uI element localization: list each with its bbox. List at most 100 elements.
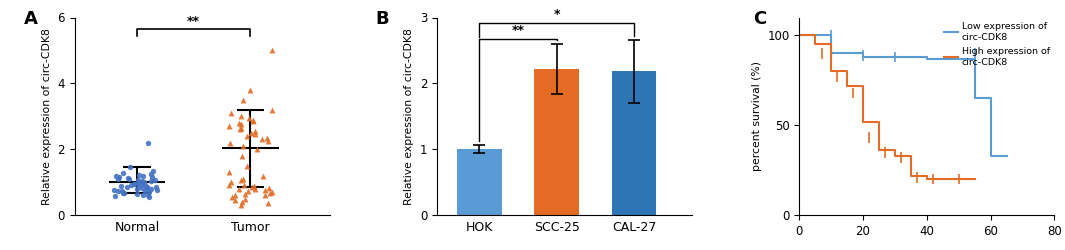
- Point: [244, 185, 261, 189]
- Point: [138, 185, 155, 189]
- Point: [233, 178, 250, 182]
- Point: [121, 165, 138, 169]
- Point: [134, 182, 151, 186]
- Point: [149, 188, 166, 192]
- Y-axis label: Relative expression of circ-CDK8: Relative expression of circ-CDK8: [42, 28, 52, 205]
- Point: [232, 114, 249, 118]
- Point: [113, 189, 130, 193]
- Point: [233, 154, 250, 158]
- Point: [130, 184, 147, 188]
- Point: [226, 192, 243, 196]
- Point: [106, 194, 124, 198]
- Point: [235, 183, 252, 187]
- Point: [145, 168, 162, 172]
- Point: [136, 183, 153, 187]
- Point: [242, 88, 259, 92]
- Point: [115, 171, 132, 175]
- Point: [234, 98, 251, 102]
- Point: [259, 136, 276, 140]
- Point: [119, 176, 136, 180]
- Point: [116, 191, 133, 195]
- Point: [246, 187, 263, 191]
- Point: [259, 202, 276, 205]
- Point: [129, 178, 146, 182]
- Point: [110, 189, 127, 193]
- Point: [122, 184, 140, 188]
- Text: B: B: [376, 10, 390, 28]
- Point: [143, 172, 160, 176]
- Point: [255, 174, 272, 178]
- Point: [135, 180, 152, 184]
- Bar: [611, 72, 656, 215]
- Point: [134, 193, 151, 197]
- Point: [141, 190, 158, 194]
- Point: [147, 178, 164, 182]
- Text: **: **: [187, 15, 200, 28]
- Y-axis label: Relative expression of circ-CDK8: Relative expression of circ-CDK8: [404, 28, 414, 205]
- Point: [257, 193, 274, 197]
- Point: [247, 132, 264, 136]
- Point: [133, 186, 150, 190]
- Y-axis label: percent survival (%): percent survival (%): [752, 61, 761, 171]
- Point: [263, 48, 280, 52]
- Point: [141, 195, 158, 199]
- Legend: Low expression of
circ-CDK8, High expression of
circ-CDK8: Low expression of circ-CDK8, High expres…: [939, 18, 1053, 70]
- Point: [220, 170, 237, 174]
- Point: [143, 179, 160, 183]
- Point: [244, 119, 261, 123]
- Point: [239, 164, 256, 168]
- Point: [260, 186, 277, 190]
- Point: [136, 189, 153, 193]
- Point: [241, 116, 258, 120]
- Point: [259, 139, 276, 143]
- Point: [133, 180, 150, 184]
- Point: [243, 131, 260, 135]
- Text: *: *: [554, 8, 560, 22]
- Point: [230, 121, 247, 125]
- Point: [236, 196, 253, 200]
- Point: [108, 174, 125, 178]
- Text: **: **: [511, 24, 525, 37]
- Bar: [457, 149, 502, 215]
- Point: [129, 181, 146, 185]
- Point: [111, 176, 128, 180]
- Point: [129, 192, 146, 196]
- Point: [248, 147, 265, 151]
- Point: [246, 184, 263, 188]
- Point: [224, 195, 241, 199]
- Point: [220, 124, 237, 128]
- Text: A: A: [23, 10, 37, 28]
- Point: [245, 118, 262, 122]
- Point: [222, 140, 239, 144]
- Text: C: C: [753, 10, 767, 28]
- Point: [110, 177, 127, 181]
- Point: [140, 140, 157, 144]
- Point: [126, 182, 143, 186]
- Point: [230, 187, 247, 191]
- Point: [233, 126, 250, 130]
- Point: [115, 190, 132, 194]
- Point: [235, 144, 252, 148]
- Bar: [535, 69, 579, 215]
- Point: [240, 189, 257, 193]
- Point: [231, 128, 248, 132]
- Point: [239, 134, 256, 138]
- Point: [143, 187, 160, 191]
- Point: [227, 198, 244, 202]
- Point: [129, 187, 146, 191]
- Point: [232, 203, 249, 207]
- Point: [234, 177, 251, 181]
- Point: [253, 137, 271, 141]
- Point: [222, 111, 239, 115]
- Point: [262, 190, 279, 194]
- Point: [257, 188, 274, 192]
- Point: [119, 185, 136, 189]
- Point: [105, 188, 122, 192]
- Point: [131, 173, 148, 177]
- Point: [233, 122, 250, 126]
- Point: [112, 184, 129, 188]
- Point: [126, 182, 143, 186]
- Point: [140, 192, 157, 196]
- Point: [220, 184, 237, 188]
- Point: [246, 129, 263, 133]
